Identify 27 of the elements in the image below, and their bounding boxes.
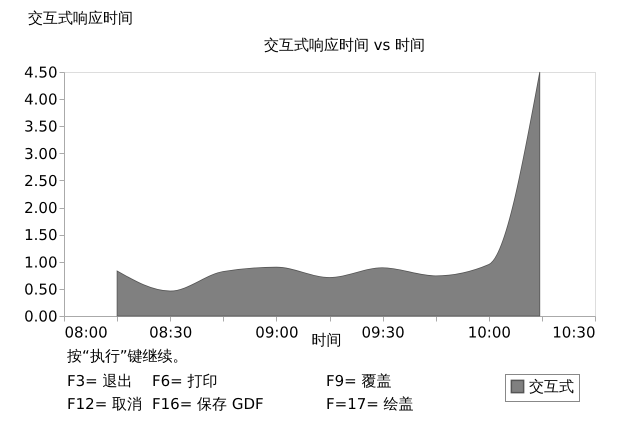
y-axis-title: 交互式响应时间 [28,9,133,27]
x-tick-label: 10:00 [468,324,511,342]
x-tick-label: 08:30 [149,324,192,342]
x-tick-label: 08:00 [64,324,108,342]
x-tick-label: 09:00 [255,324,299,342]
legend-label: 交互式 [529,378,574,396]
y-tick-label: 4.50 [24,64,58,82]
x-tick-label: 09:30 [361,324,405,342]
text: F16= 保存 GDF [152,395,264,413]
text: F3= 退出 [67,372,133,390]
text: 按“执行”键继续。 [67,347,188,365]
y-tick-label: 2.50 [24,172,58,190]
y-tick-label: 1.00 [24,253,58,272]
y-tick-label: 3.00 [24,144,58,163]
x-axis-title: 时间 [312,331,342,349]
y-tick-label: 2.00 [24,199,58,218]
y-tick-label: 1.50 [24,226,58,244]
text: F9= 覆盖 [326,372,392,390]
text: F6= 打印 [152,372,218,390]
y-tick-label: 4.00 [24,90,58,109]
y-tick-label: 0.50 [24,280,58,298]
text: F12= 取消 [67,395,142,413]
y-tick-label: 0.00 [24,308,58,326]
y-tick-label: 3.50 [24,118,58,136]
x-tick-label: 10:30 [552,324,596,342]
chart-title: 交互式响应时间 vs 时间 [264,36,426,54]
text: F=17= 绘盖 [326,395,414,413]
